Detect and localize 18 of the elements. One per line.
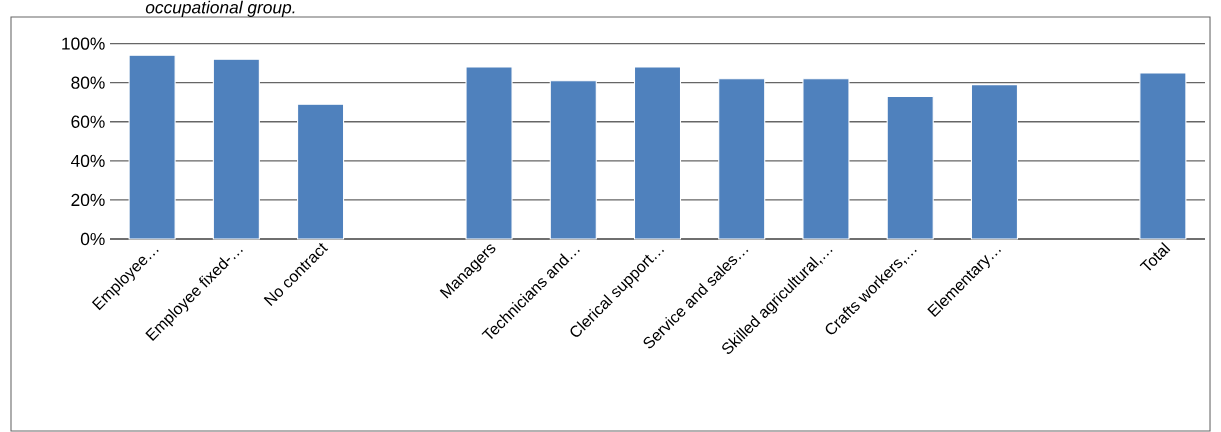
- bar: [718, 78, 766, 240]
- y-tick-label: 0%: [80, 232, 105, 246]
- y-tick-label: 60%: [71, 115, 105, 128]
- chart-title: occupational group.: [145, 0, 295, 17]
- y-tick-label: 80%: [71, 76, 105, 89]
- bar: [297, 103, 345, 240]
- bar: [970, 84, 1018, 240]
- bar: [549, 80, 597, 240]
- bar: [886, 95, 934, 240]
- y-tick-label: 40%: [70, 154, 105, 167]
- y-tick-label: 20%: [71, 193, 105, 207]
- bar: [1139, 72, 1187, 240]
- bar: [633, 66, 682, 240]
- y-tick-label: 100%: [62, 37, 105, 50]
- bar: [128, 54, 176, 240]
- bar: [212, 58, 260, 240]
- bar: [802, 78, 850, 240]
- bar: [465, 66, 513, 240]
